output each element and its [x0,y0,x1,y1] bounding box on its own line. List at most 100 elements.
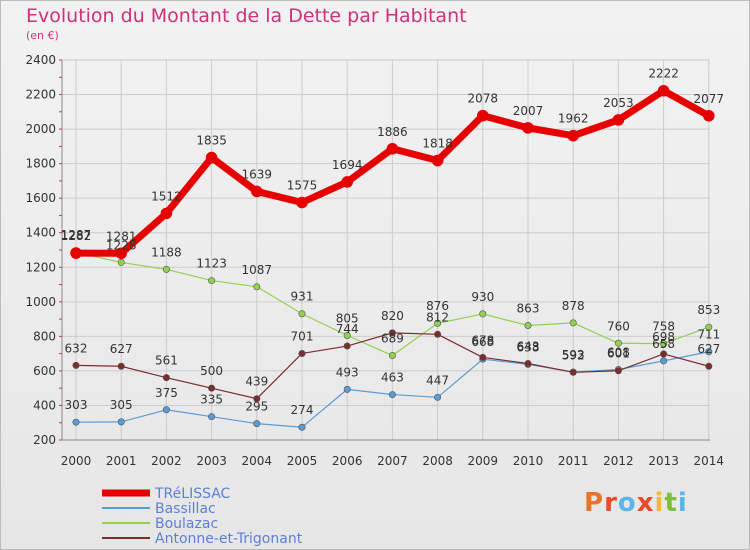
data-point [386,142,399,155]
logo-letter: x [636,488,655,518]
data-point [72,418,80,426]
data-label: 760 [607,319,630,333]
x-tick-label: 2011 [558,454,589,468]
data-label: 1512 [151,189,182,203]
data-point [115,247,127,260]
data-label: 1188 [151,245,182,259]
data-point [434,330,442,338]
x-tick-label: 2014 [694,454,725,468]
data-label: 820 [381,309,404,323]
data-point [298,310,306,318]
data-label: 303 [65,398,88,412]
data-label: 878 [562,299,585,313]
data-point [660,357,668,365]
data-label: 463 [381,371,404,385]
x-tick-label: 2010 [513,454,544,468]
x-tick-label: 2009 [468,454,499,468]
y-tick-label: 1800 [25,157,56,171]
data-point [522,122,534,134]
y-tick-label: 600 [33,364,56,378]
x-tick-label: 2008 [422,454,453,468]
logo-letter: r [604,488,618,518]
chart-title: Evolution du Montant de la Dette par Hab… [26,5,467,27]
data-label: 1287 [61,228,92,242]
data-point [72,361,80,369]
data-label: 1818 [422,137,453,151]
x-tick-label: 2004 [242,454,273,468]
data-point [660,340,668,348]
axis-layer: 200 400 600 800 1000 1200 1400 1600 1800 2000 2200… [25,53,724,468]
y-tick-label: 1200 [25,260,56,274]
data-point [162,374,170,382]
data-point [205,151,218,164]
data-point [705,362,713,370]
y-tick-label: 1000 [25,295,56,309]
x-tick-label: 2007 [377,454,408,468]
data-point [208,413,216,421]
series-layer [70,84,715,431]
legend-label: Antonne-et-Trigonant [155,531,303,547]
data-label: 658 [652,337,675,351]
y-tick-label: 200 [33,433,56,447]
data-label: 335 [200,393,223,407]
data-label: 1123 [196,257,227,271]
data-label: 500 [200,364,223,378]
data-label: 439 [245,375,268,389]
x-tick-label: 2002 [151,454,182,468]
logo-letter: i [654,488,665,518]
data-point [70,247,82,259]
data-point [117,418,125,426]
data-label: 627 [697,342,720,356]
logo-letter: t [664,488,678,518]
data-label: 698 [652,330,675,344]
data-point [702,109,715,122]
data-point [343,385,351,393]
legend-label: Bassillac [155,501,216,517]
data-point [434,393,442,401]
data-point [343,331,351,339]
data-point [298,349,306,357]
data-point [657,84,670,97]
logo-letter: o [617,488,637,518]
data-point [524,359,532,367]
data-label: 561 [155,354,178,368]
data-point [388,352,396,360]
y-tick-label: 2000 [25,122,56,136]
data-label: 1962 [558,112,589,126]
data-point [388,391,396,399]
data-label: 2222 [648,67,679,81]
data-point [388,329,396,337]
data-label: 608 [607,346,630,360]
data-label: 876 [426,299,449,313]
legend-label: Boulazac [155,516,218,532]
data-label: 305 [110,398,133,412]
data-label: 1639 [242,167,273,181]
data-label: 812 [426,310,449,324]
x-tick-label: 2003 [196,454,227,468]
data-point [612,114,625,126]
data-point [343,342,351,350]
y-tick-label: 800 [33,329,56,343]
data-point [341,176,354,188]
y-tick-label: 2200 [25,88,56,102]
data-point [431,154,444,167]
data-label: 2053 [603,96,634,110]
data-point [162,265,170,273]
data-label: 592 [562,348,585,362]
x-tick-label: 2006 [332,454,363,468]
y-tick-label: 1600 [25,191,56,205]
data-label: 627 [110,342,133,356]
data-label: 1282 [61,229,92,243]
data-label: 701 [291,329,314,343]
data-point [479,310,487,318]
data-label: 758 [652,320,675,334]
legend: TRéLISSACBassillacBoulazacAntonne-et-Tri… [102,486,303,547]
data-label: 1694 [332,158,363,172]
legend-label: TRéLISSAC [154,486,231,502]
data-label: 2078 [468,92,499,106]
data-point [476,109,489,122]
data-label: 805 [336,312,359,326]
data-label: 447 [426,373,449,387]
data-label: 1281 [106,229,137,243]
